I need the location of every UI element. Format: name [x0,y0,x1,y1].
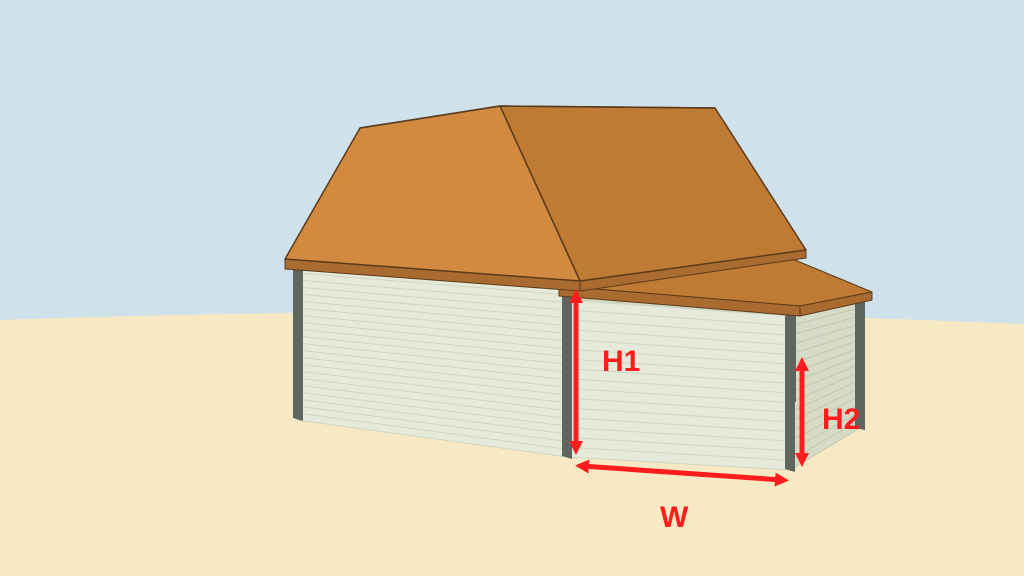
corner-post-3 [855,300,865,430]
leanto-wall-front [567,300,790,470]
diagram-svg [0,0,1024,576]
scene: H1 H2 W [0,0,1024,576]
corner-post-0 [293,266,303,421]
corner-post-1 [562,287,572,459]
